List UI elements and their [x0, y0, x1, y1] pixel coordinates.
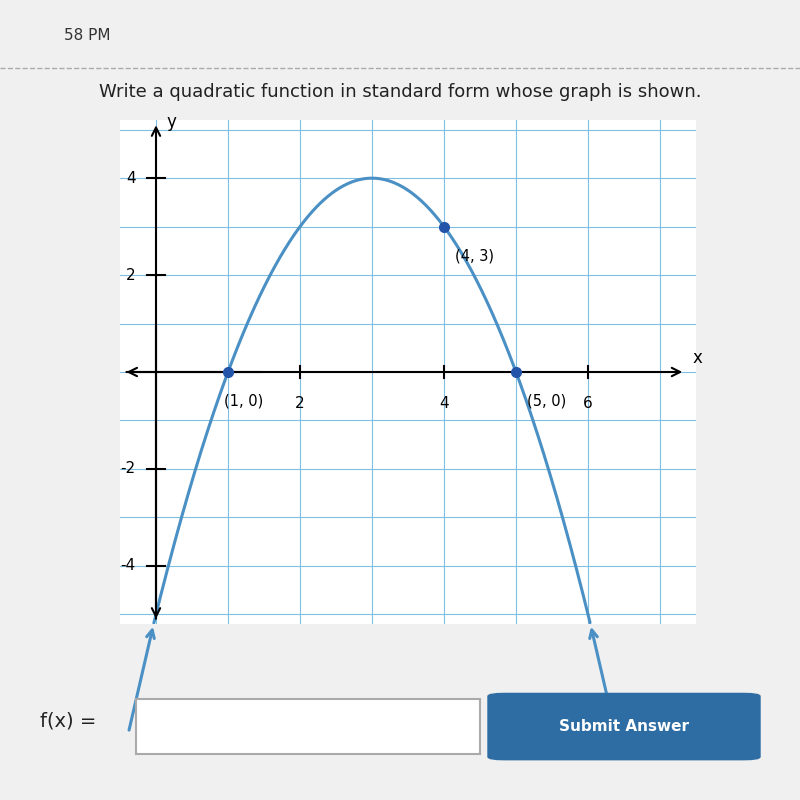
- Text: x: x: [692, 350, 702, 367]
- Text: 2: 2: [295, 396, 305, 411]
- Text: f(x) =: f(x) =: [40, 711, 96, 730]
- Text: 6: 6: [583, 396, 593, 411]
- Text: Submit Answer: Submit Answer: [559, 719, 689, 734]
- Text: 2: 2: [126, 267, 136, 282]
- Text: y: y: [167, 114, 177, 131]
- Text: -4: -4: [121, 558, 136, 574]
- Text: -2: -2: [121, 462, 136, 477]
- Text: 4: 4: [126, 170, 136, 186]
- FancyBboxPatch shape: [136, 699, 480, 754]
- Text: (1, 0): (1, 0): [224, 394, 264, 409]
- Text: (5, 0): (5, 0): [526, 394, 566, 409]
- Text: Write a quadratic function in standard form whose graph is shown.: Write a quadratic function in standard f…: [98, 83, 702, 101]
- Text: (4, 3): (4, 3): [454, 249, 494, 263]
- FancyBboxPatch shape: [488, 694, 760, 760]
- Text: 58 PM: 58 PM: [64, 29, 110, 43]
- Text: 4: 4: [439, 396, 449, 411]
